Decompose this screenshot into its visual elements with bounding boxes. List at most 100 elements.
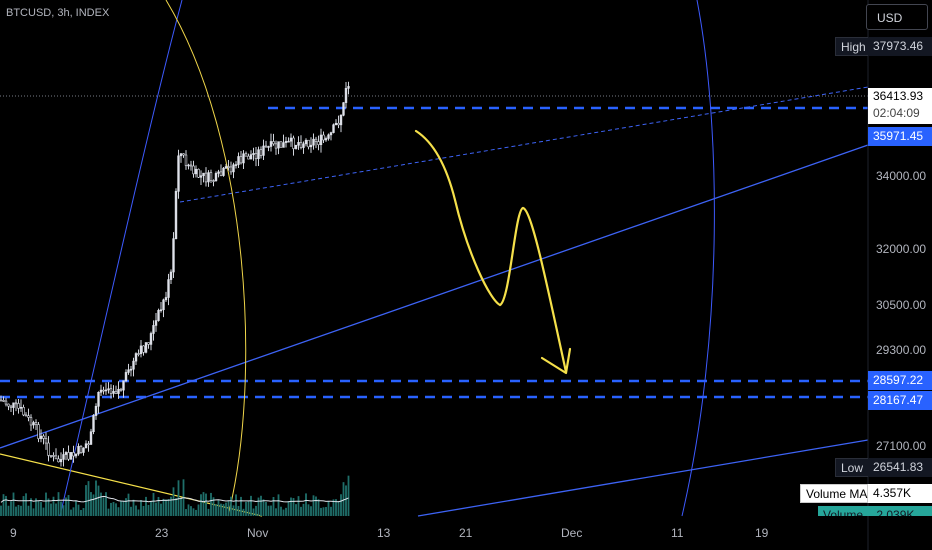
- candle-body: [224, 166, 228, 169]
- candle-body: [329, 132, 333, 136]
- volume-bar: [75, 501, 77, 516]
- volume-bar: [90, 492, 92, 516]
- high-value: 37973.46: [868, 37, 932, 56]
- candle-body: [62, 454, 65, 460]
- volume-bar: [12, 492, 15, 516]
- volume-bar: [232, 505, 235, 516]
- volume-bar: [147, 504, 150, 516]
- candle-body: [172, 238, 175, 273]
- volume-bar: [172, 487, 175, 516]
- volume-tag: Volume 2.039K: [818, 506, 932, 516]
- volume-bar: [195, 509, 197, 516]
- volume-bar: [37, 501, 40, 516]
- volume-bar: [135, 505, 137, 516]
- volume-bar: [167, 499, 170, 516]
- high-label: High: [835, 37, 872, 56]
- volume-bar: [110, 502, 112, 516]
- volume-value: 2.039K: [876, 508, 915, 516]
- candle-body: [202, 172, 205, 176]
- volume-bar: [225, 502, 227, 516]
- volume-bar: [285, 507, 287, 516]
- candle-body: [254, 153, 258, 160]
- candle-body: [137, 353, 140, 355]
- volume-bar: [297, 496, 300, 516]
- candle-body: [289, 137, 293, 142]
- volume-bar: [332, 499, 335, 516]
- trend-line-main[interactable]: [0, 144, 869, 449]
- candle-body: [217, 171, 220, 174]
- candle-body: [262, 145, 265, 156]
- volume-bar: [257, 497, 260, 516]
- projection-arrow-drawing[interactable]: [414, 129, 568, 374]
- volume-bar: [260, 495, 262, 516]
- volume-bar: [262, 499, 265, 516]
- candle-body: [39, 435, 43, 439]
- volume-label: Volume: [823, 508, 864, 516]
- volume-bar: [175, 498, 177, 516]
- currency-button[interactable]: USD: [866, 4, 928, 30]
- candle-body: [164, 297, 168, 301]
- low-label: Low: [835, 458, 870, 477]
- candle-body: [222, 167, 225, 176]
- candle-body: [337, 122, 340, 126]
- volume-bar: [255, 505, 257, 516]
- volume-bar: [275, 508, 277, 516]
- volume-bar: [277, 494, 280, 516]
- candle-body: [347, 86, 350, 89]
- candle-body: [154, 320, 158, 326]
- candle-body: [207, 172, 210, 183]
- arrow-head-drawing: [540, 347, 572, 375]
- candle-body: [327, 134, 330, 139]
- fib-arc-blue-left[interactable]: [59, 0, 183, 517]
- volume-bar: [92, 494, 95, 516]
- fib-arc-blue-right[interactable]: [681, 0, 715, 517]
- volume-bar: [160, 503, 162, 516]
- volume-bar: [230, 496, 232, 516]
- candle-body: [57, 458, 60, 463]
- volume-bar: [77, 504, 80, 516]
- candle-body: [47, 442, 50, 456]
- candle-body: [27, 415, 30, 418]
- volume-bar: [47, 498, 50, 516]
- volume-bar: [127, 493, 130, 516]
- candle-body: [307, 139, 310, 148]
- volume-bar: [300, 506, 302, 516]
- candle-body: [129, 368, 133, 371]
- volume-bar: [117, 507, 120, 516]
- trend-line-dashed[interactable]: [179, 86, 869, 203]
- volume-bar: [187, 504, 190, 516]
- candle-body: [304, 139, 308, 145]
- volume-bar: [345, 485, 347, 516]
- candle-body: [184, 154, 188, 166]
- volume-bar: [62, 505, 65, 516]
- candle-body: [127, 369, 130, 373]
- y-axis-label: 34000.00: [876, 169, 927, 183]
- fib-arc-yellow[interactable]: [165, 0, 247, 517]
- volume-bar: [247, 501, 250, 516]
- candle-body: [14, 402, 18, 405]
- candle-body: [309, 144, 313, 148]
- candle-body: [74, 453, 78, 457]
- volume-bar: [140, 500, 142, 516]
- candle-body: [107, 388, 110, 391]
- candle-body: [282, 142, 285, 148]
- y-axis-label: 30500.00: [876, 298, 927, 312]
- volume-bar: [215, 504, 217, 516]
- x-axis-label: 11: [671, 526, 684, 540]
- candle-body: [139, 345, 143, 354]
- volume-bar: [70, 509, 72, 516]
- level-tag-top: 35971.45: [868, 127, 932, 146]
- candle-body: [52, 455, 55, 457]
- volume-ma-label: Volume MA: [800, 484, 868, 503]
- candlestick-series: [0, 81, 350, 467]
- candle-body: [292, 137, 295, 149]
- candle-body: [92, 415, 95, 433]
- volume-bar: [240, 496, 242, 516]
- volume-bar: [267, 505, 270, 516]
- volume-bar: [282, 509, 285, 516]
- trend-line-lower[interactable]: [417, 439, 869, 517]
- candle-body: [147, 342, 150, 345]
- volume-bar: [287, 501, 290, 516]
